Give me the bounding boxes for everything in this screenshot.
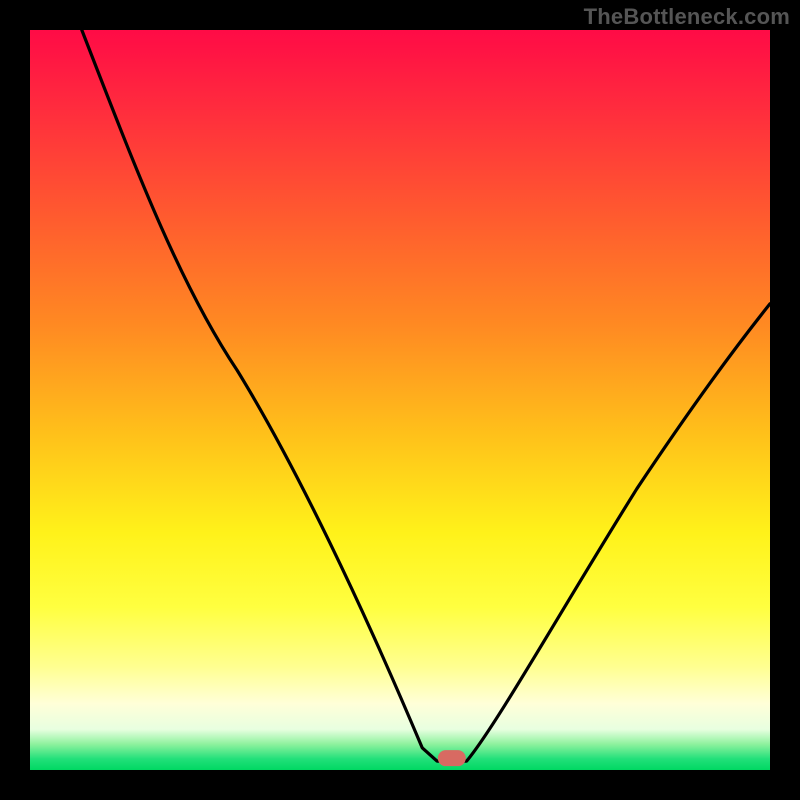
bottleneck-chart [0,0,800,800]
watermark-text: TheBottleneck.com [584,4,790,30]
optimal-point-marker [438,750,466,766]
gradient-background [30,30,770,770]
